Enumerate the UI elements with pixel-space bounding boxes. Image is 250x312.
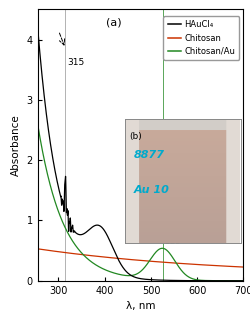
Text: 525: 525 — [163, 237, 180, 246]
Text: (b): (b) — [129, 132, 142, 141]
Y-axis label: Absorbance: Absorbance — [11, 114, 21, 176]
Text: Au 10: Au 10 — [133, 185, 169, 195]
Text: 8877: 8877 — [133, 150, 164, 160]
Text: (a): (a) — [105, 17, 121, 27]
Legend: HAuCl₄, Chitosan, Chitosan/Au: HAuCl₄, Chitosan, Chitosan/Au — [163, 16, 238, 60]
Text: 315: 315 — [66, 58, 84, 67]
X-axis label: λ, nm: λ, nm — [125, 301, 155, 311]
